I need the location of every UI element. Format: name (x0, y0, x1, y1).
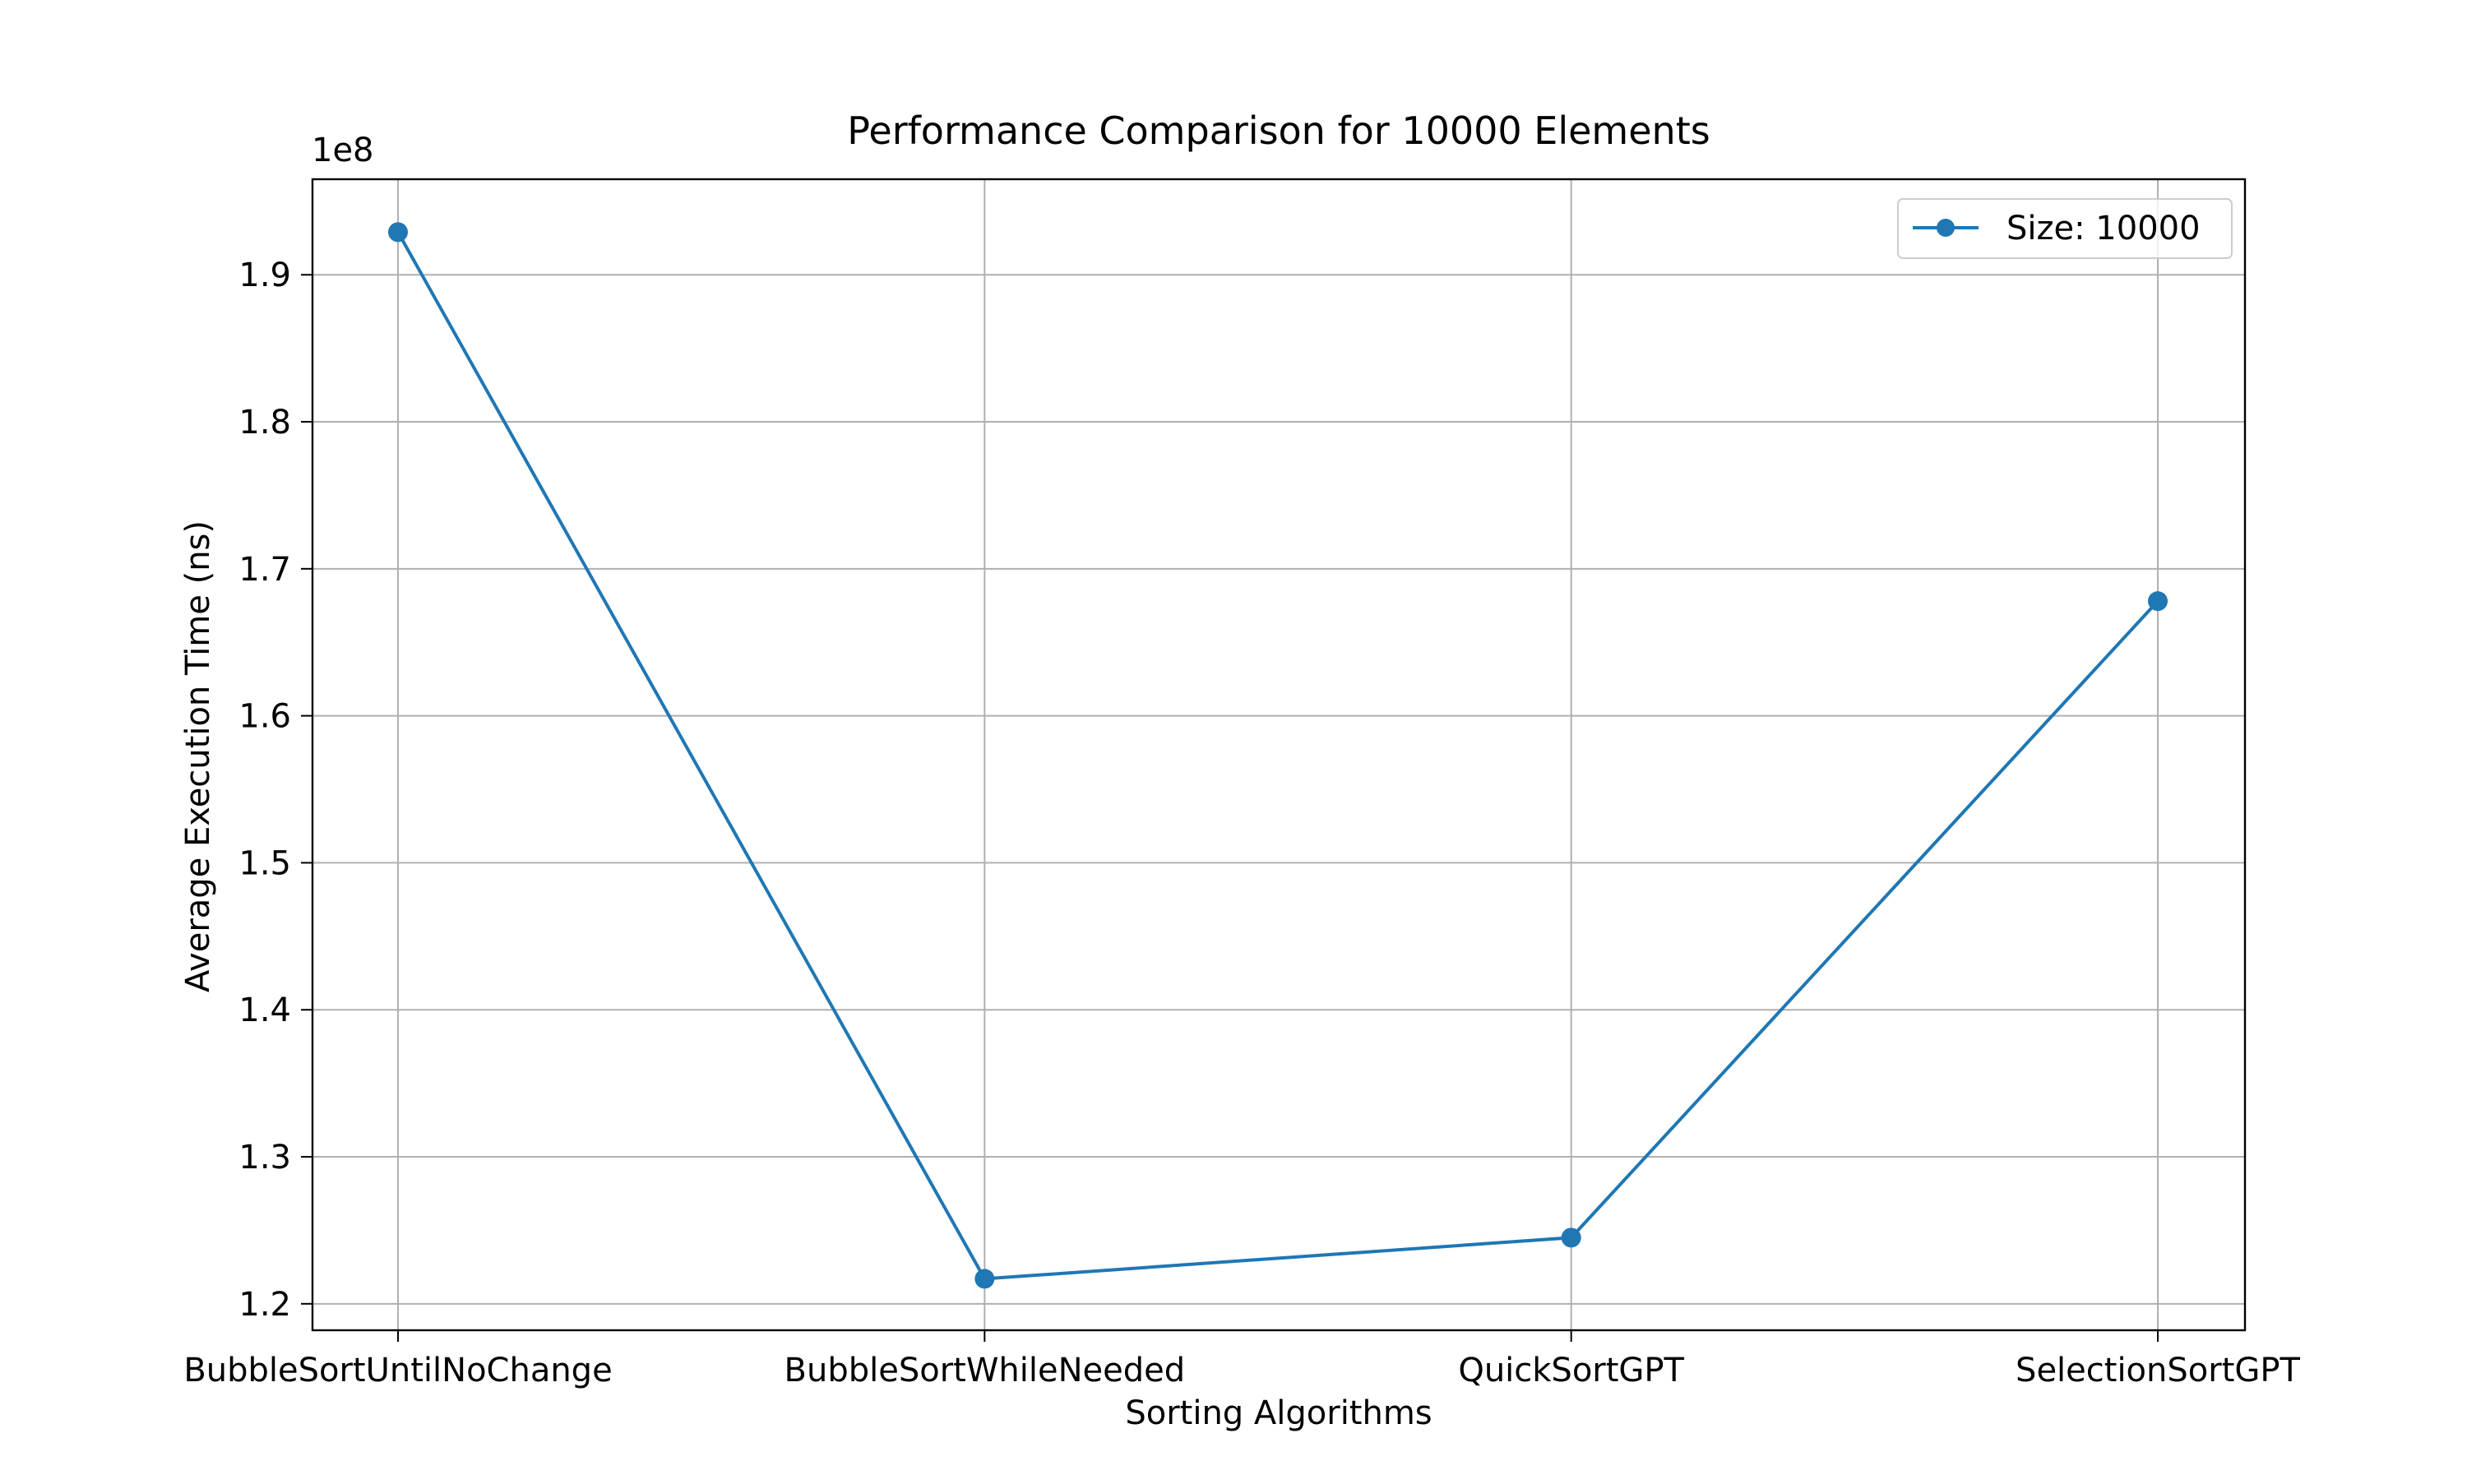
grid (312, 179, 2245, 1330)
data-point (388, 222, 408, 243)
y-tick-label: 1.6 (238, 698, 291, 736)
y-axis-label: Average Execution Time (ns) (179, 520, 217, 992)
y-tick-label: 1.7 (238, 551, 291, 589)
y-tick-label: 1.4 (238, 992, 291, 1029)
y-tick-label: 1.9 (238, 257, 291, 294)
ticks: 1.2 1.3 1.4 1.5 1.6 1.7 1.8 1.9 BubbleSortUntilN… (183, 257, 2300, 1389)
plot-frame (311, 178, 2247, 1332)
y-axis-offset-label: 1e8 (312, 132, 374, 169)
x-tick-label: QuickSortGPT (1458, 1352, 1684, 1389)
x-tick-label: BubbleSortUntilNoChange (183, 1352, 612, 1389)
x-tick-label: SelectionSortGPT (2016, 1352, 2300, 1389)
data-point (974, 1269, 995, 1289)
data-point (1561, 1227, 1581, 1248)
chart-title: Performance Comparison for 10000 Element… (847, 109, 1710, 153)
data-point (2148, 591, 2168, 612)
x-tick-label: BubbleSortWhileNeeded (785, 1352, 1186, 1389)
y-tick-label: 1.3 (238, 1139, 291, 1177)
legend-marker (1937, 219, 1955, 237)
legend: Size: 10000 (1897, 198, 2233, 259)
series-layer (388, 222, 2168, 1289)
y-tick-label: 1.2 (238, 1286, 291, 1324)
y-tick-label: 1.8 (238, 404, 291, 442)
y-tick-label: 1.5 (238, 844, 291, 882)
series-line (396, 231, 2159, 1281)
legend-frame (1897, 198, 2233, 259)
x-axis-label: Sorting Algorithms (1125, 1394, 1432, 1432)
legend-label: Size: 10000 (2006, 210, 2201, 247)
